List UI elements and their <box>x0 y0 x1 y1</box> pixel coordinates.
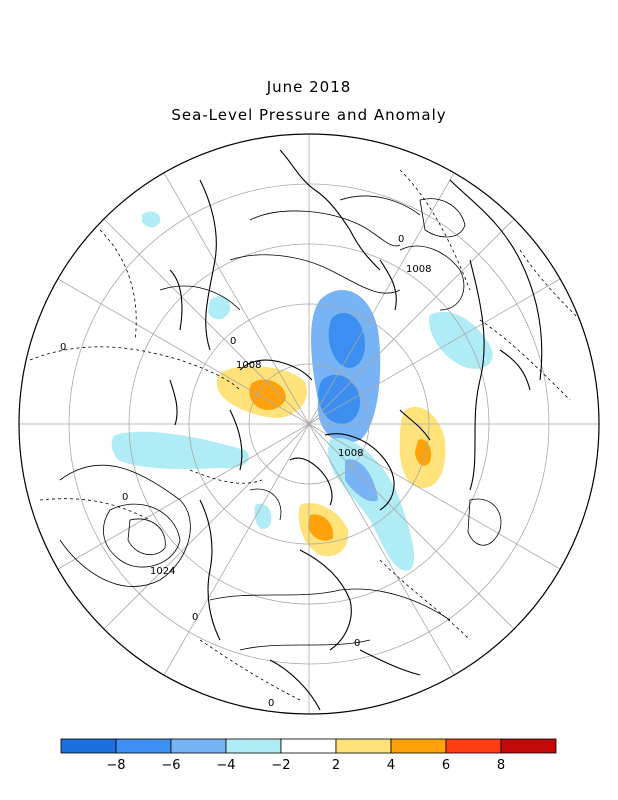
anomaly-low-small-2 <box>142 211 161 228</box>
colorbar-box <box>445 738 502 754</box>
anomaly-low-pacific <box>111 431 249 470</box>
colorbar-box <box>500 738 557 754</box>
graticule <box>19 134 599 714</box>
colorbar-box <box>115 738 172 754</box>
map-title: June 2018 <box>266 78 352 96</box>
anomaly-high-canada-core <box>308 514 334 541</box>
anomaly-low-asia <box>429 311 493 369</box>
colorbar-box <box>225 738 282 754</box>
anomaly-low-arctic-core <box>318 374 360 424</box>
colorbar-tick-label: −6 <box>161 758 180 773</box>
colorbar-box <box>335 738 392 754</box>
contour-label: 0 <box>60 342 66 353</box>
contour-label: 0 <box>122 492 128 503</box>
colorbar-tick-label: 2 <box>332 758 340 773</box>
colorbar-box <box>170 738 227 754</box>
colorbar-tick-label: 4 <box>387 758 395 773</box>
colorbar-tick-label: −2 <box>271 758 290 773</box>
colorbar-boxes <box>60 738 557 754</box>
contour-label: 1008 <box>338 448 363 459</box>
map-border <box>18 133 600 715</box>
contour-label: 0 <box>268 698 274 709</box>
pressure-contours <box>59 195 502 651</box>
colorbar-box <box>390 738 447 754</box>
coastlines <box>169 149 543 711</box>
anomaly-contours <box>29 169 591 701</box>
anomaly-low-siberia-core <box>328 312 365 368</box>
contour-label: 1008 <box>406 264 431 275</box>
anomaly-low-small-1 <box>208 296 231 320</box>
colorbar-ticks: −8 −6 −4 −2 2 4 6 8 <box>106 758 505 773</box>
colorbar-box <box>280 738 337 754</box>
map-subtitle: Sea-Level Pressure and Anomaly <box>171 106 447 124</box>
contour-label: 1024 <box>150 566 175 577</box>
colorbar-tick-label: 8 <box>497 758 505 773</box>
colorbar-tick-label: −8 <box>106 758 125 773</box>
contour-label: 1008 <box>236 360 261 371</box>
contour-labels: 0 1008 0 1008 0 1008 0 1024 0 0 0 <box>60 234 431 709</box>
contour-label: 0 <box>192 612 198 623</box>
contour-label: 0 <box>354 638 360 649</box>
colorbar-tick-label: 6 <box>442 758 450 773</box>
anomaly-low-small-3 <box>254 503 272 529</box>
colorbar-tick-label: −4 <box>216 758 235 773</box>
colorbar-box <box>60 738 117 754</box>
anomaly-high-bering-core <box>249 379 286 410</box>
contour-label: 0 <box>230 336 236 347</box>
anomaly-low-greenland-core <box>345 459 378 502</box>
contour-label: 0 <box>398 234 404 245</box>
